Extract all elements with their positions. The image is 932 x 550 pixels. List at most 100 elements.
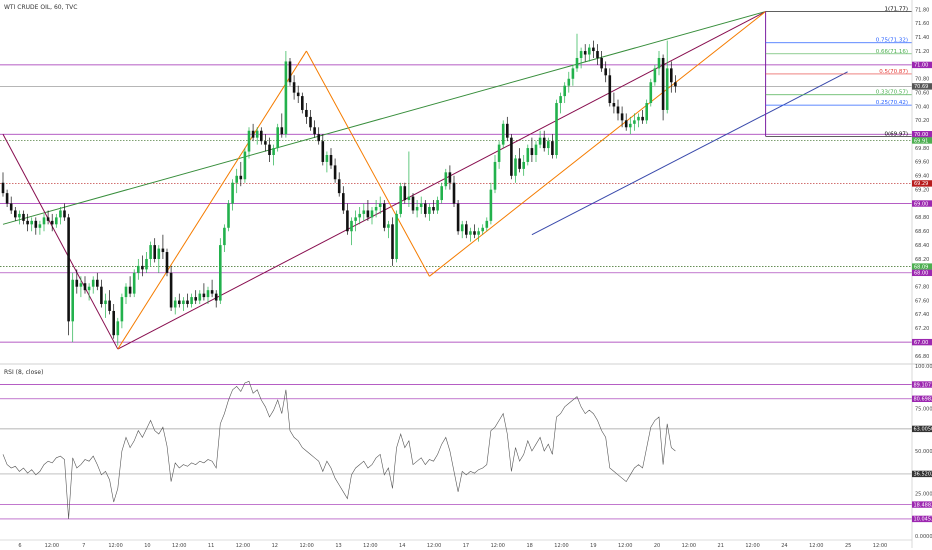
candle-body bbox=[403, 186, 407, 201]
candle-body bbox=[325, 155, 329, 162]
rsi-tag bbox=[912, 470, 932, 478]
candle-body bbox=[563, 85, 566, 97]
candle-body bbox=[128, 286, 132, 294]
candle-body bbox=[485, 220, 489, 228]
time-tick-label: 12:00 bbox=[108, 543, 122, 549]
time-tick-label: 17 bbox=[463, 543, 469, 549]
candle-body bbox=[571, 68, 575, 79]
candle-body bbox=[424, 203, 427, 214]
trendline-orange-leg-1[interactable] bbox=[117, 50, 307, 350]
candle-body bbox=[149, 245, 152, 259]
time-tick-label: 12:00 bbox=[873, 543, 887, 549]
candle-body bbox=[383, 203, 386, 228]
time-tick-label: 25 bbox=[845, 543, 851, 549]
price-tick-label: 69.60 bbox=[915, 160, 929, 166]
price-tick-label: 67.20 bbox=[915, 326, 929, 332]
candle-body bbox=[497, 144, 501, 162]
candle-body bbox=[116, 321, 120, 336]
candle-body bbox=[120, 297, 124, 322]
candle-body bbox=[600, 57, 603, 69]
candle-body bbox=[674, 82, 677, 87]
price-tag-label: 69.91 bbox=[914, 138, 928, 144]
price-tag bbox=[912, 61, 932, 69]
candle-body bbox=[399, 186, 402, 214]
rsi-axis[interactable]: 100.0000 75.0000 50.0000 25.0000 0.0000 bbox=[915, 364, 932, 540]
price-tag-label: 68.09 bbox=[914, 264, 928, 270]
price-tag bbox=[912, 137, 932, 144]
candle-body bbox=[161, 248, 165, 253]
candle-body bbox=[337, 179, 341, 194]
candle-body bbox=[493, 161, 497, 190]
trendline-blue-channel[interactable] bbox=[531, 71, 848, 236]
candle-body bbox=[637, 116, 640, 121]
candle-body bbox=[481, 227, 484, 232]
trendline-red-line-low[interactable] bbox=[2, 133, 119, 350]
candle-body bbox=[501, 123, 505, 145]
candle-body bbox=[55, 217, 58, 225]
candle-body bbox=[219, 245, 222, 301]
candle-body bbox=[18, 213, 21, 218]
price-tick-label: 67.40 bbox=[915, 312, 929, 318]
candle-body bbox=[145, 258, 148, 270]
candle-body bbox=[592, 47, 595, 52]
trendline-green-channel-top[interactable] bbox=[2, 11, 766, 225]
time-tick-label: 18 bbox=[526, 543, 532, 549]
candle-body bbox=[342, 193, 345, 211]
price-pane[interactable]: WTI CRUDE OIL, 60, TVC 1(71.77) 0.75(71.3… bbox=[0, 4, 912, 350]
candle-body bbox=[620, 113, 624, 121]
rsi-tag bbox=[912, 515, 932, 523]
trendline-orange-leg-3[interactable] bbox=[429, 11, 766, 277]
price-tick-label: 68.80 bbox=[915, 215, 929, 221]
candle-body bbox=[460, 224, 464, 232]
candle-body bbox=[440, 186, 443, 201]
time-axis[interactable]: 6 12:00 7 12:00 10 12:00 11 12:00 12 12:00 13 12:00… bbox=[18, 543, 887, 549]
candle-body bbox=[506, 123, 509, 138]
candle-body bbox=[616, 106, 620, 114]
candle-body bbox=[456, 203, 460, 232]
fib-label: 0.25(70.42) bbox=[876, 100, 908, 106]
candle-body bbox=[223, 227, 226, 246]
candle-body bbox=[575, 57, 579, 69]
candle-body bbox=[452, 182, 456, 204]
candle-body bbox=[534, 144, 538, 156]
candle-body bbox=[657, 57, 661, 69]
price-tag bbox=[912, 200, 932, 207]
trendline-orange-leg-2[interactable] bbox=[305, 50, 430, 277]
rsi-pane[interactable]: RSI (8, close) bbox=[0, 369, 912, 520]
time-tick-label: 10 bbox=[144, 543, 150, 549]
time-tick-label: 12:00 bbox=[745, 543, 759, 549]
price-tick-label: 71.60 bbox=[915, 21, 929, 27]
candle-body bbox=[514, 158, 517, 176]
candle-body bbox=[284, 61, 288, 135]
fib-label: 1(71.77) bbox=[884, 7, 908, 13]
time-tick-label: 11 bbox=[208, 543, 214, 549]
price-tick-label: 68.40 bbox=[915, 243, 929, 249]
candle-body bbox=[198, 293, 202, 301]
price-tick-label: 67.60 bbox=[915, 298, 929, 304]
candle-body bbox=[14, 210, 17, 218]
candle-body bbox=[178, 300, 181, 305]
time-tick-label: 12:00 bbox=[618, 543, 632, 549]
fib-label: 0.66(71.16) bbox=[876, 49, 908, 55]
candle-body bbox=[538, 137, 542, 145]
candle-body bbox=[358, 213, 361, 218]
time-tick-label: 12:00 bbox=[809, 543, 823, 549]
time-tick-label: 12:00 bbox=[363, 543, 377, 549]
rsi-tag bbox=[912, 395, 932, 403]
candle-body bbox=[624, 120, 628, 128]
trendline-red-line-rise[interactable] bbox=[117, 11, 766, 350]
rsi-tag-label: 89.1071 bbox=[914, 382, 932, 388]
candle-body bbox=[317, 134, 320, 142]
candle-body bbox=[608, 75, 612, 104]
candle-body bbox=[214, 293, 218, 301]
price-tick-label: 71.80 bbox=[915, 7, 929, 13]
candle-body bbox=[153, 245, 156, 259]
rsi-tick-label: 50.0000 bbox=[915, 449, 932, 455]
candle-body bbox=[59, 210, 62, 218]
price-tick-label: 69.20 bbox=[915, 187, 929, 193]
price-tick-label: 71.40 bbox=[915, 35, 929, 41]
candle-body bbox=[67, 217, 70, 322]
